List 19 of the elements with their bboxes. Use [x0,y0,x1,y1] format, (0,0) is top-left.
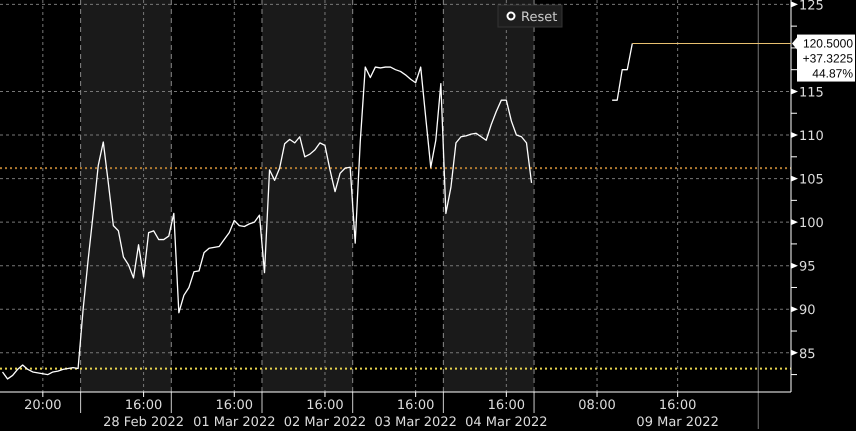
y-tick-label: 100 [799,216,824,232]
x-tick-label: 16:00 02 Mar 2022 [284,398,366,430]
y-tick-label: 90 [799,303,816,318]
x-tick-label: 16:00 04 Mar 2022 [465,398,548,430]
annotation: Reset [521,10,558,25]
y-tick-label: 110 [799,129,824,144]
x-tick-label: 16:00 01 Mar 2022 [193,398,276,430]
y-tick-label: 115 [799,85,824,100]
y-tick-label: 85 [799,346,816,362]
y-tick-label: 125 [799,0,824,14]
x-tick-label: 16:00 28 Feb 2022 [103,398,184,430]
reset-button: Reset [498,4,562,28]
x-tick-label: 20:00 [24,398,62,413]
x-tick-label: 08:00 [578,398,616,413]
x-tick-label: 16:00 09 Mar 2022 [636,398,719,430]
y-tick-label: 95 [799,260,816,275]
text: 120.5000 +37.3225 44.87% [802,36,854,81]
y-tick-label: 105 [799,172,824,188]
x-tick-label: 16:00 03 Mar 2022 [374,398,457,430]
